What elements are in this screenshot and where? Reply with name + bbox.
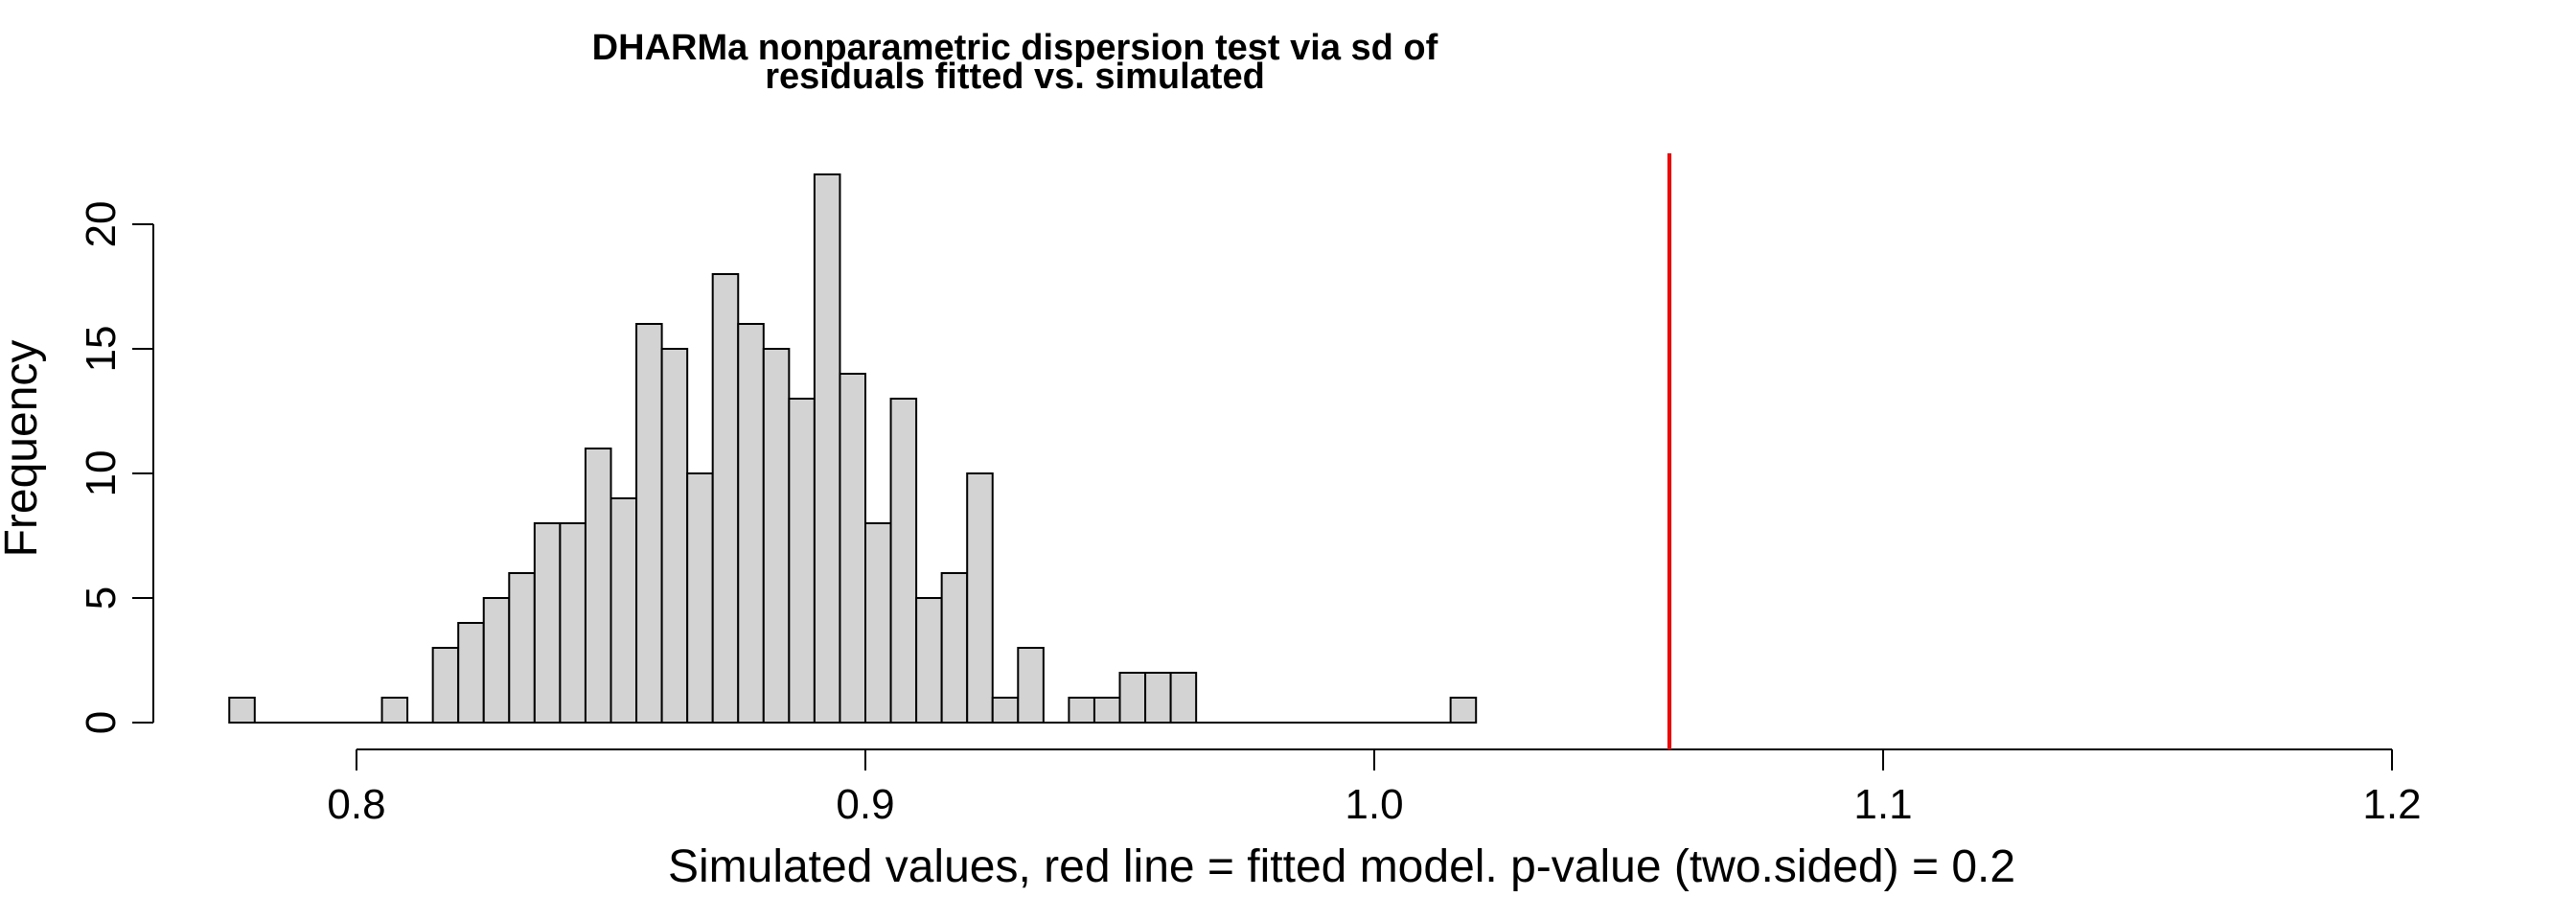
histogram-bar (228, 697, 256, 724)
histogram-bar (1092, 697, 1121, 724)
histogram-bar (788, 398, 816, 724)
histogram-bar (915, 597, 943, 724)
x-axis-ticks: 0.8 0.9 1.0 1.1 1.2 (327, 749, 2422, 828)
y-tick-label: 5 (78, 586, 125, 610)
histogram-bar (1068, 697, 1095, 724)
histogram-bar (1169, 672, 1198, 724)
histogram-bar (431, 647, 460, 724)
histogram-bar (1118, 672, 1147, 724)
histogram-bar (1144, 672, 1172, 724)
histogram-bar (610, 497, 638, 724)
x-tick-label: 1.2 (2362, 781, 2421, 828)
y-tick-label: 20 (78, 201, 125, 248)
histogram-bar (635, 323, 663, 724)
histogram-bar (1017, 647, 1045, 724)
histogram-bar (1449, 697, 1478, 724)
x-tick-label: 1.0 (1345, 781, 1403, 828)
histogram-bar (508, 572, 536, 724)
chart-title-line-1: DHARMa nonparametric dispersion test via… (592, 28, 1438, 68)
histogram-bars (228, 173, 1478, 724)
histogram-bar (559, 522, 586, 724)
y-tick-label: 10 (78, 450, 125, 497)
histogram-bar (966, 472, 994, 724)
y-axis-ticks: 0 5 10 15 20 (78, 201, 153, 734)
x-axis-label: Simulated values, red line = fitted mode… (668, 841, 2015, 892)
histogram-bar (813, 173, 841, 724)
histogram-bar (457, 622, 485, 724)
histogram-bar (737, 323, 765, 724)
x-tick-label: 0.8 (327, 781, 385, 828)
histogram-bar (660, 348, 689, 724)
chart-title-line-2: residuals fitted vs. simulated (765, 57, 1265, 97)
histogram-bar (380, 697, 409, 724)
histogram-bar (686, 472, 714, 724)
histogram-bar (482, 597, 511, 724)
histogram-bar (762, 348, 791, 724)
histogram-bar (889, 398, 918, 724)
x-tick-label: 0.9 (836, 781, 894, 828)
histogram-bar (839, 373, 867, 724)
histogram-bar (940, 572, 969, 724)
y-tick-label: 0 (78, 711, 125, 734)
histogram-bar (864, 522, 892, 724)
histogram-bar (584, 448, 612, 724)
histogram-bar (991, 697, 1020, 724)
histogram-bar (533, 522, 562, 724)
y-tick-label: 15 (78, 326, 125, 373)
histogram-bar (711, 273, 740, 724)
x-tick-label: 1.1 (1853, 781, 1912, 828)
y-axis-label: Frequency (0, 340, 47, 558)
